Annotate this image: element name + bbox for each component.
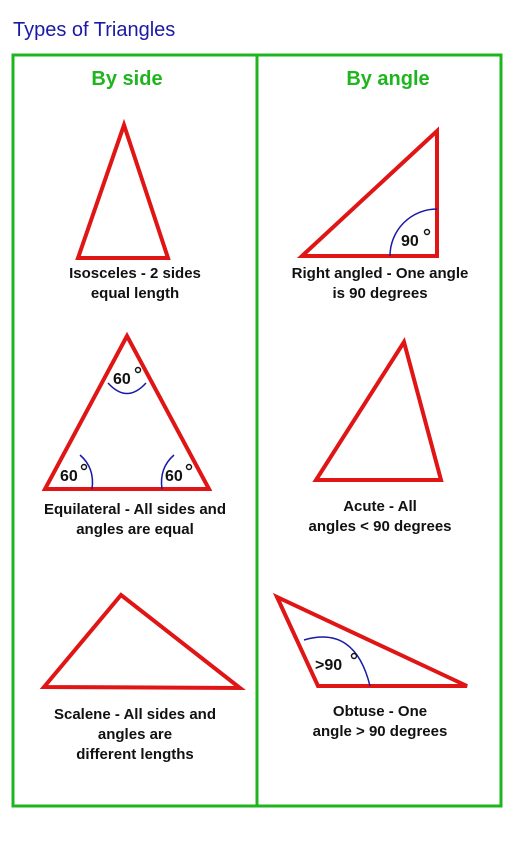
equilateral-left-angle-label: 60 xyxy=(60,468,78,485)
obtuse-angle-arc xyxy=(303,636,371,687)
right-group: 90 xyxy=(296,126,439,258)
obtuse-angle-label: >90 xyxy=(315,657,342,674)
equilateral-group: 60 60 60 xyxy=(41,331,213,491)
equilateral-triangle xyxy=(41,331,213,491)
degree-symbol xyxy=(423,228,431,236)
obtuse-group: >90 xyxy=(272,592,468,688)
equilateral-top-arc xyxy=(107,382,147,395)
acute-triangle xyxy=(312,337,444,482)
column-heading-by-angle: By angle xyxy=(346,68,430,90)
equilateral-caption: Equilateral - All sides and angles are e… xyxy=(44,501,226,538)
degree-symbol xyxy=(134,366,142,374)
equilateral-top-angle-label: 60 xyxy=(113,371,131,388)
degree-symbol xyxy=(185,463,193,471)
right-triangle xyxy=(296,126,439,258)
right-angle-label: 90 xyxy=(401,233,419,250)
obtuse-triangle xyxy=(272,592,468,688)
isosceles-caption: Isosceles - 2 sides equal length xyxy=(69,265,201,302)
equilateral-left-arc xyxy=(79,454,94,490)
degree-symbol xyxy=(350,652,358,660)
scalene-caption: Scalene - All sides and angles are diffe… xyxy=(53,706,216,763)
obtuse-caption: Obtuse - One angle > 90 degrees xyxy=(312,703,448,740)
acute-caption: Acute - All angles < 90 degrees xyxy=(308,498,452,535)
right-caption: Right angled - One angle is 90 degrees xyxy=(291,265,469,302)
right-angle-arc xyxy=(389,208,438,257)
isosceles-triangle xyxy=(75,118,171,260)
scalene-triangle xyxy=(39,592,246,691)
equilateral-right-angle-label: 60 xyxy=(165,468,183,485)
degree-symbol xyxy=(80,463,88,471)
page-title: Types of Triangles xyxy=(13,19,176,41)
equilateral-right-arc xyxy=(160,454,175,490)
column-heading-by-side: By side xyxy=(91,68,163,90)
